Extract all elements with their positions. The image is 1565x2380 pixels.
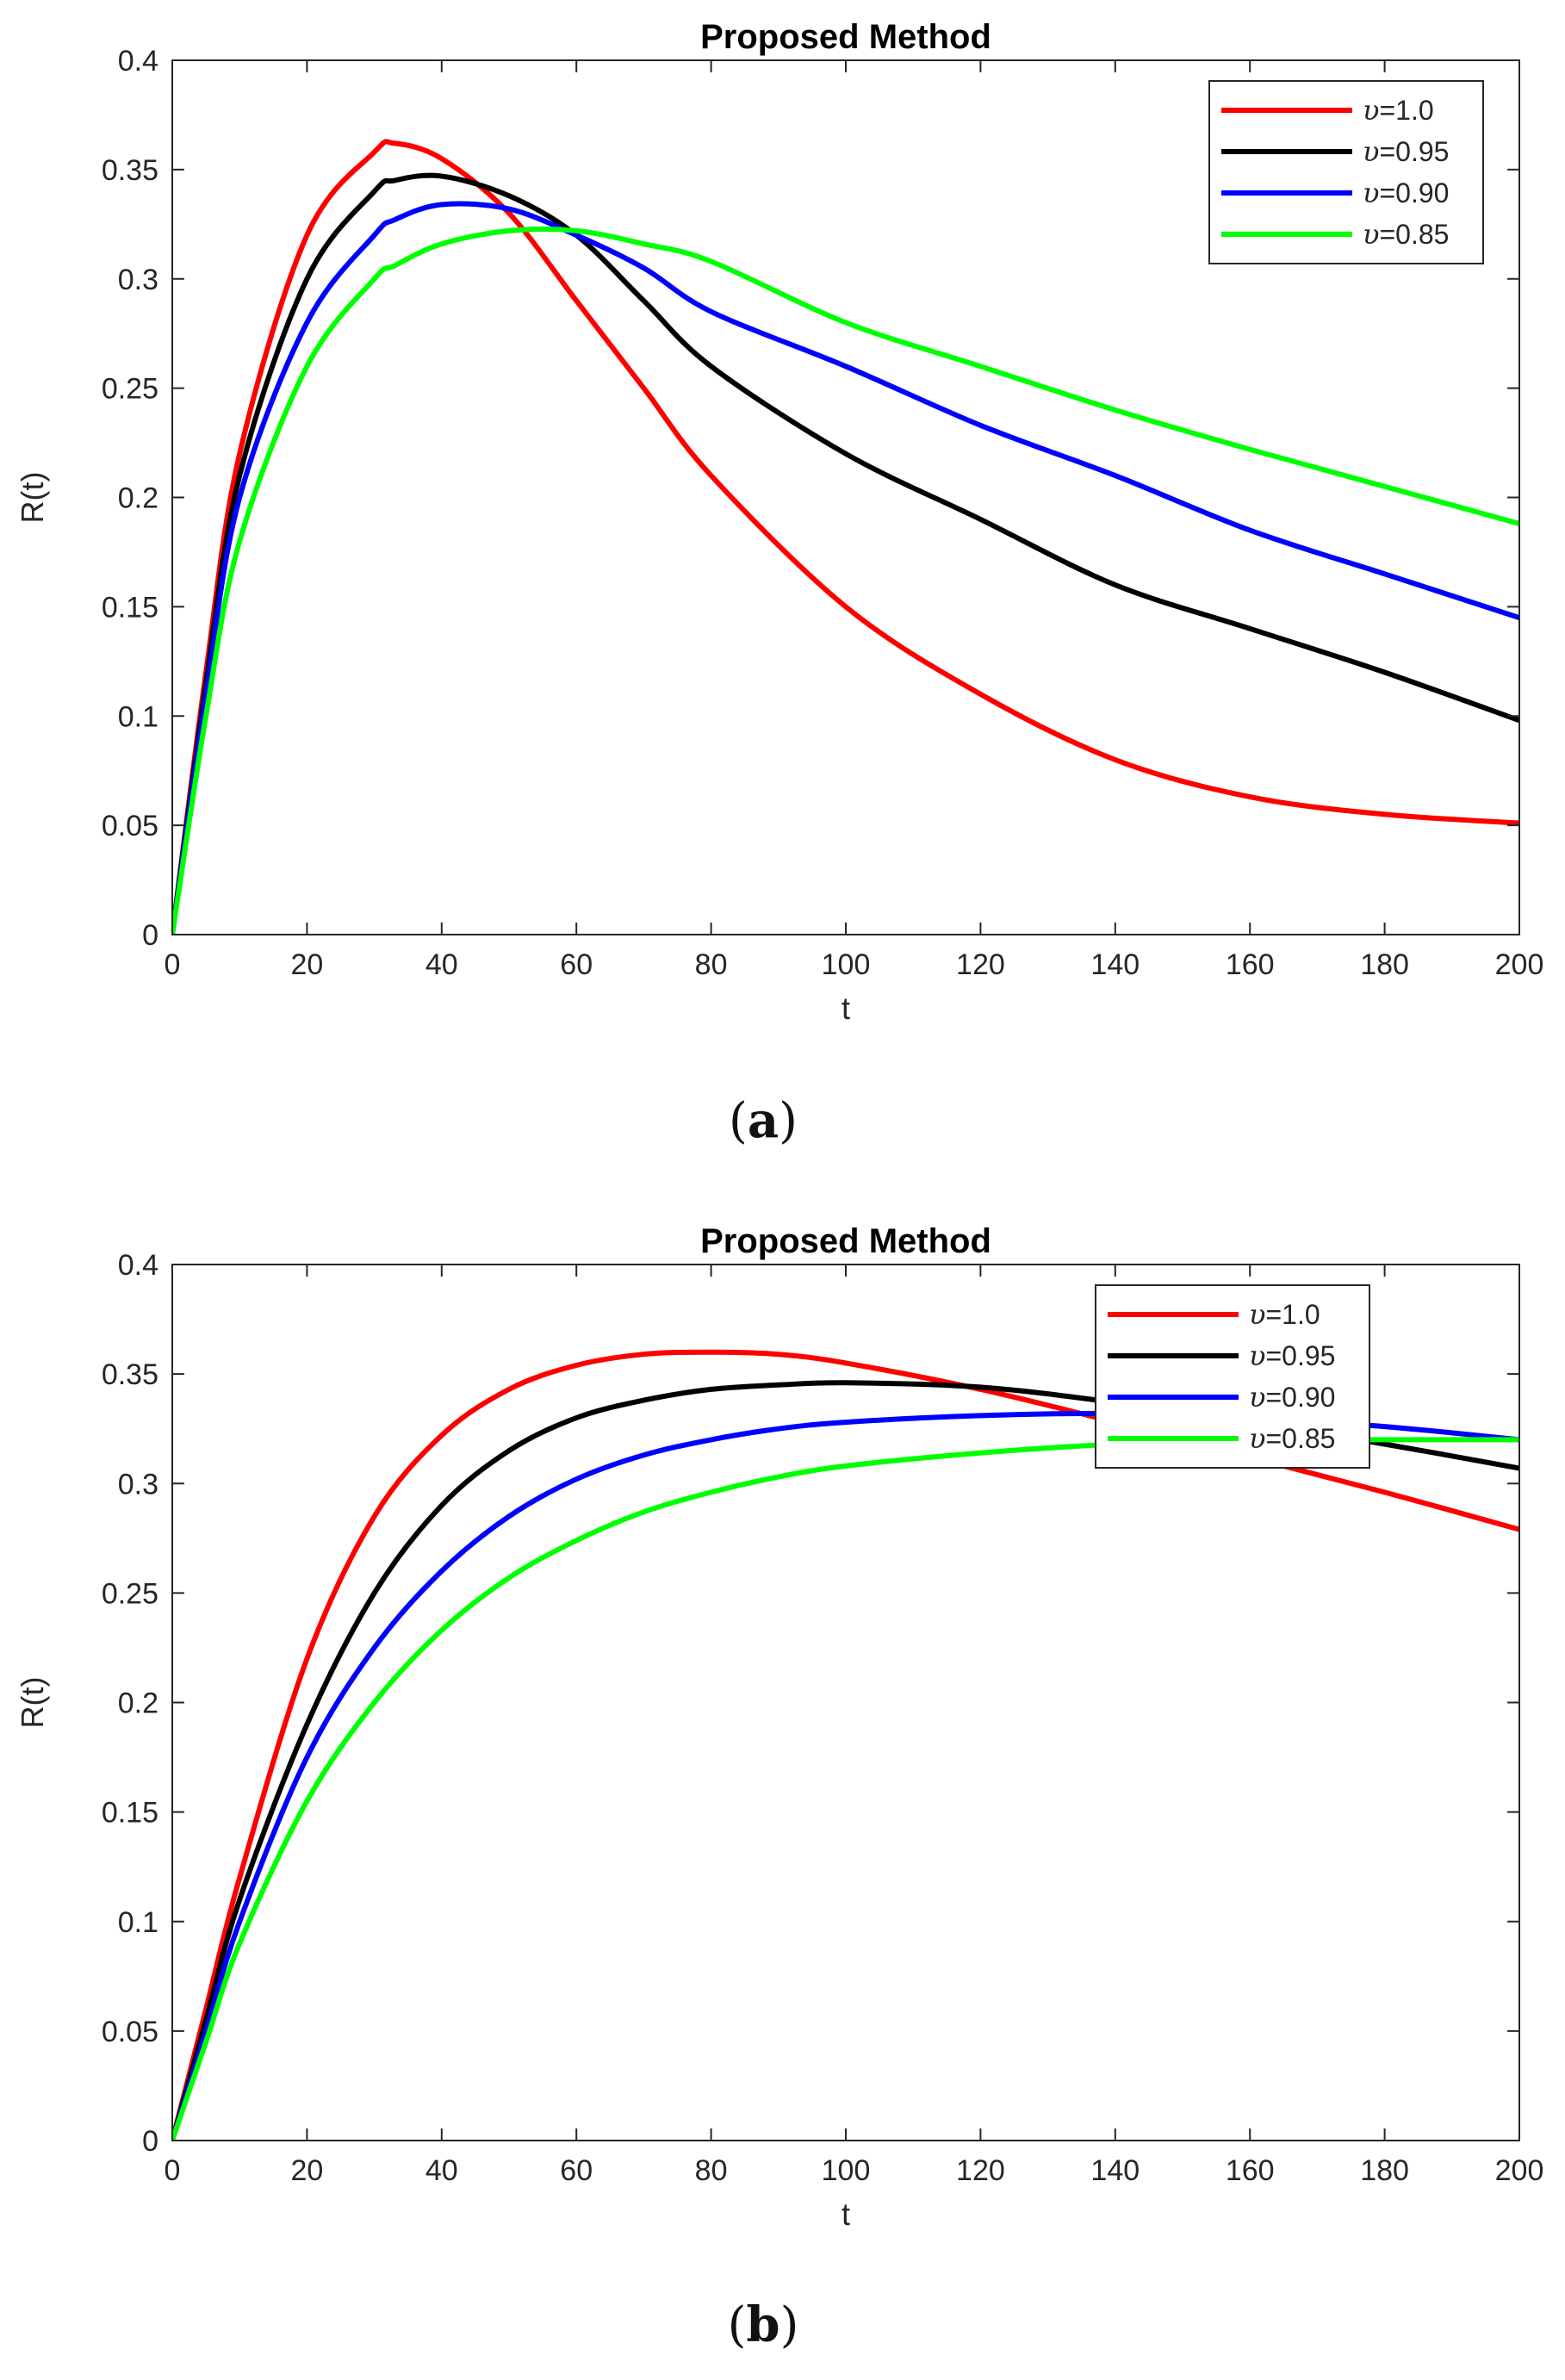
x-tick-label: 0 xyxy=(165,2154,181,2187)
y-tick-label: 0.3 xyxy=(118,264,158,296)
x-tick-label: 180 xyxy=(1360,2154,1409,2187)
legend-value: =0.95 xyxy=(1379,136,1449,167)
legend-entry-2: υ=0.90 xyxy=(1249,1381,1335,1414)
series-group xyxy=(172,1349,1519,2141)
x-tick-label: 100 xyxy=(822,948,871,981)
y-axis-label: R(t) xyxy=(15,1677,50,1729)
legend-symbol: υ xyxy=(1249,1298,1265,1331)
legend-symbol: υ xyxy=(1363,218,1379,251)
series-line-1 xyxy=(172,1380,1519,2141)
x-tick-label: 120 xyxy=(956,2154,1005,2187)
caption-letter: a xyxy=(748,1092,779,1149)
legend-value: =0.85 xyxy=(1265,1423,1335,1454)
y-tick-label: 0 xyxy=(142,2125,158,2158)
y-tick-label: 0.1 xyxy=(118,700,158,733)
x-tick-label: 200 xyxy=(1495,948,1544,981)
x-tick-label: 80 xyxy=(695,948,728,981)
caption-close: ) xyxy=(780,2297,799,2353)
panel-caption: (a) xyxy=(729,1092,798,1149)
series-line-2 xyxy=(172,201,1519,935)
legend-entry-1: υ=0.95 xyxy=(1249,1339,1335,1372)
y-tick-label: 0 xyxy=(142,919,158,952)
panel-caption: (b) xyxy=(728,2296,799,2353)
y-tick-label: 0.1 xyxy=(118,1906,158,1939)
y-tick-label: 0.25 xyxy=(102,373,158,406)
legend-entry-2: υ=0.90 xyxy=(1363,177,1449,209)
caption-letter: b xyxy=(746,2296,779,2353)
series-line-0 xyxy=(172,139,1519,935)
legend-entry-3: υ=0.85 xyxy=(1249,1422,1335,1455)
series-line-3 xyxy=(172,1437,1519,2141)
y-tick-label: 0.35 xyxy=(102,154,158,187)
caption-close: ) xyxy=(779,1093,798,1149)
legend-symbol: υ xyxy=(1249,1339,1265,1372)
legend-entry-0: υ=1.0 xyxy=(1363,94,1434,127)
x-tick-label: 140 xyxy=(1090,948,1140,981)
legend-symbol: υ xyxy=(1249,1422,1265,1455)
x-tick-label: 40 xyxy=(425,948,458,981)
y-tick-label: 0.05 xyxy=(102,2016,158,2048)
series-group xyxy=(172,139,1519,935)
legend-entry-1: υ=0.95 xyxy=(1363,135,1449,168)
legend-value: =0.90 xyxy=(1265,1382,1335,1413)
y-tick-label: 0.4 xyxy=(118,1249,158,1282)
x-axis-label: t xyxy=(841,2197,850,2232)
y-tick-label: 0.3 xyxy=(118,1468,158,1501)
legend-entry-3: υ=0.85 xyxy=(1363,218,1449,251)
chart-panel-b: Proposed Method 0 20 40 60 80 100 120 140 160 180 2… xyxy=(15,1222,1543,2353)
x-tick-label: 0 xyxy=(165,948,181,981)
chart-title: Proposed Method xyxy=(700,18,991,56)
x-tick-label: 100 xyxy=(822,2154,871,2187)
legend-value: =1.0 xyxy=(1379,95,1433,126)
y-tick-label: 0.15 xyxy=(102,1797,158,1830)
x-tick-label: 80 xyxy=(695,2154,728,2187)
caption-open: ( xyxy=(728,2297,747,2353)
x-tick-label: 160 xyxy=(1226,948,1275,981)
x-tick-label: 120 xyxy=(956,948,1005,981)
x-axis-label: t xyxy=(841,991,850,1026)
y-axis-label: R(t) xyxy=(15,472,50,524)
legend: υ=1.0υ=0.95υ=0.90υ=0.85 xyxy=(1208,80,1484,264)
caption-open: ( xyxy=(729,1093,748,1149)
chart-title: Proposed Method xyxy=(700,1222,991,1260)
chart-panel-a: Proposed Method 0 20 40 60 80 100 120 140 160 180 2… xyxy=(15,18,1543,1149)
y-tick-label: 0.35 xyxy=(102,1358,158,1391)
legend-symbol: υ xyxy=(1363,135,1379,168)
legend-entry-0: υ=1.0 xyxy=(1249,1298,1320,1331)
y-tick-label: 0.2 xyxy=(118,482,158,515)
legend: υ=1.0υ=0.95υ=0.90υ=0.85 xyxy=(1095,1284,1370,1469)
x-tick-label: 180 xyxy=(1360,948,1409,981)
series-line-2 xyxy=(172,1410,1519,2141)
x-tick-label: 40 xyxy=(425,2154,458,2187)
y-tick-label: 0.05 xyxy=(102,810,158,842)
legend-value: =0.95 xyxy=(1265,1340,1335,1371)
legend-value: =0.85 xyxy=(1379,219,1449,250)
x-tick-label: 160 xyxy=(1226,2154,1275,2187)
legend-value: =0.90 xyxy=(1379,177,1449,208)
x-tick-label: 60 xyxy=(560,948,593,981)
x-tick-label: 140 xyxy=(1090,2154,1140,2187)
y-tick-label: 0.25 xyxy=(102,1577,158,1610)
legend-value: =1.0 xyxy=(1265,1299,1320,1330)
x-tick-label: 20 xyxy=(290,948,323,981)
x-tick-label: 200 xyxy=(1495,2154,1544,2187)
x-tick-label: 60 xyxy=(560,2154,593,2187)
series-line-0 xyxy=(172,1349,1519,2141)
y-tick-label: 0.15 xyxy=(102,591,158,624)
y-tick-label: 0.4 xyxy=(118,45,158,78)
y-tick-label: 0.2 xyxy=(118,1687,158,1720)
legend-symbol: υ xyxy=(1363,177,1379,209)
legend-symbol: υ xyxy=(1363,94,1379,127)
x-tick-label: 20 xyxy=(290,2154,323,2187)
series-line-1 xyxy=(172,172,1519,935)
legend-symbol: υ xyxy=(1249,1381,1265,1414)
series-line-3 xyxy=(172,227,1519,935)
